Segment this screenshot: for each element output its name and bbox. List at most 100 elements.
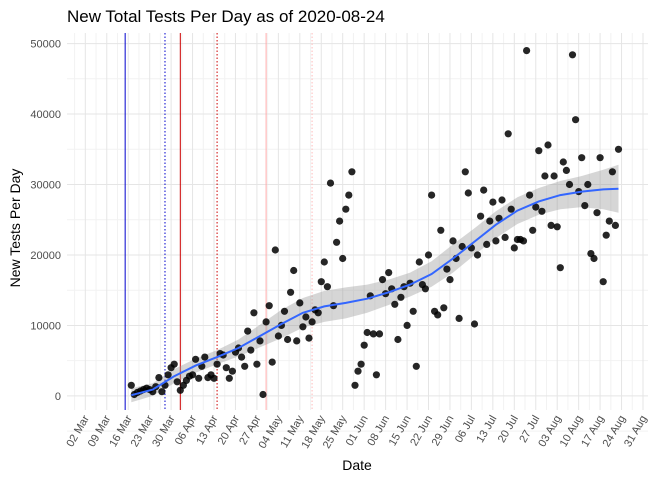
data-point xyxy=(565,180,574,189)
data-point xyxy=(369,330,377,338)
data-point xyxy=(287,288,295,296)
data-point xyxy=(608,168,617,176)
data-point xyxy=(210,374,218,382)
y-axis-tick-labels: 0 10000 20000 30000 40000 50000 xyxy=(30,39,61,403)
data-point xyxy=(302,313,310,321)
data-point xyxy=(253,360,261,368)
data-point xyxy=(614,145,623,153)
data-point xyxy=(213,360,221,368)
data-point xyxy=(238,353,246,361)
data-point xyxy=(443,265,451,273)
data-point xyxy=(581,202,589,210)
data-point xyxy=(437,226,445,234)
data-point xyxy=(397,293,405,301)
data-point xyxy=(391,300,399,308)
data-point xyxy=(394,335,402,344)
data-point xyxy=(280,307,289,315)
data-point xyxy=(572,116,580,124)
data-point xyxy=(342,205,350,213)
data-point xyxy=(590,254,598,263)
data-point xyxy=(532,203,540,211)
data-point xyxy=(535,147,543,155)
data-point xyxy=(510,244,518,252)
data-point xyxy=(486,217,494,225)
data-point xyxy=(403,321,411,329)
data-point xyxy=(489,198,497,206)
data-point xyxy=(192,355,200,363)
data-point xyxy=(268,358,276,366)
data-point xyxy=(421,285,429,293)
data-point xyxy=(556,264,564,272)
data-point xyxy=(519,237,528,245)
data-point xyxy=(305,334,313,342)
data-point xyxy=(333,238,341,246)
data-point xyxy=(547,221,555,229)
data-point xyxy=(495,214,503,222)
data-point xyxy=(170,360,178,368)
data-point xyxy=(455,314,463,322)
data-point xyxy=(550,172,558,180)
data-point xyxy=(351,381,359,389)
data-point xyxy=(326,179,335,187)
data-point xyxy=(228,367,236,375)
data-point xyxy=(354,367,362,375)
data-point xyxy=(308,318,316,326)
data-point xyxy=(461,168,469,176)
data-point xyxy=(424,251,433,259)
data-point xyxy=(504,130,512,138)
data-point xyxy=(348,168,356,176)
x-axis-title: Date xyxy=(342,457,372,473)
data-point xyxy=(568,51,577,59)
data-point xyxy=(360,341,368,349)
chart-title: New Total Tests Per Day as of 2020-08-24 xyxy=(67,7,385,26)
data-point xyxy=(372,371,380,379)
y-axis-title: New Tests Per Day xyxy=(7,169,23,288)
data-point xyxy=(127,381,135,389)
data-point xyxy=(357,360,365,368)
y-tick-label: 20000 xyxy=(30,250,61,262)
y-tick-label: 40000 xyxy=(30,109,61,121)
data-point xyxy=(378,276,387,284)
data-point xyxy=(158,388,166,396)
data-point xyxy=(440,304,448,312)
data-point xyxy=(385,269,393,277)
data-point xyxy=(339,254,347,263)
data-point xyxy=(274,332,282,340)
data-point xyxy=(492,237,500,245)
data-point xyxy=(225,374,233,382)
data-point xyxy=(541,172,549,180)
data-point xyxy=(538,207,546,215)
vertical-reference-lines xyxy=(124,33,313,410)
data-point xyxy=(470,320,479,328)
data-point xyxy=(596,154,604,162)
data-point xyxy=(553,223,561,231)
data-point xyxy=(265,302,273,310)
y-tick-label: 50000 xyxy=(30,39,61,51)
data-point xyxy=(599,278,607,286)
smooth-line xyxy=(131,187,619,397)
data-point xyxy=(415,258,423,266)
data-point xyxy=(201,353,209,361)
data-point xyxy=(164,371,172,379)
data-point xyxy=(284,335,292,344)
data-point xyxy=(247,346,255,354)
data-point xyxy=(336,217,344,225)
data-point xyxy=(480,186,488,194)
data-point xyxy=(483,240,491,248)
data-point xyxy=(259,390,267,399)
data-point xyxy=(375,330,384,338)
data-point xyxy=(317,278,325,286)
data-point xyxy=(314,309,322,317)
data-point xyxy=(345,191,353,199)
data-point xyxy=(449,237,457,245)
data-point xyxy=(526,191,534,199)
grid-major xyxy=(67,33,648,410)
data-point xyxy=(428,191,436,199)
data-point xyxy=(523,47,531,55)
data-point xyxy=(584,180,592,189)
data-point xyxy=(529,226,537,234)
data-point xyxy=(412,362,420,370)
data-point xyxy=(593,209,601,217)
data-point xyxy=(241,362,249,370)
data-point xyxy=(195,374,203,382)
